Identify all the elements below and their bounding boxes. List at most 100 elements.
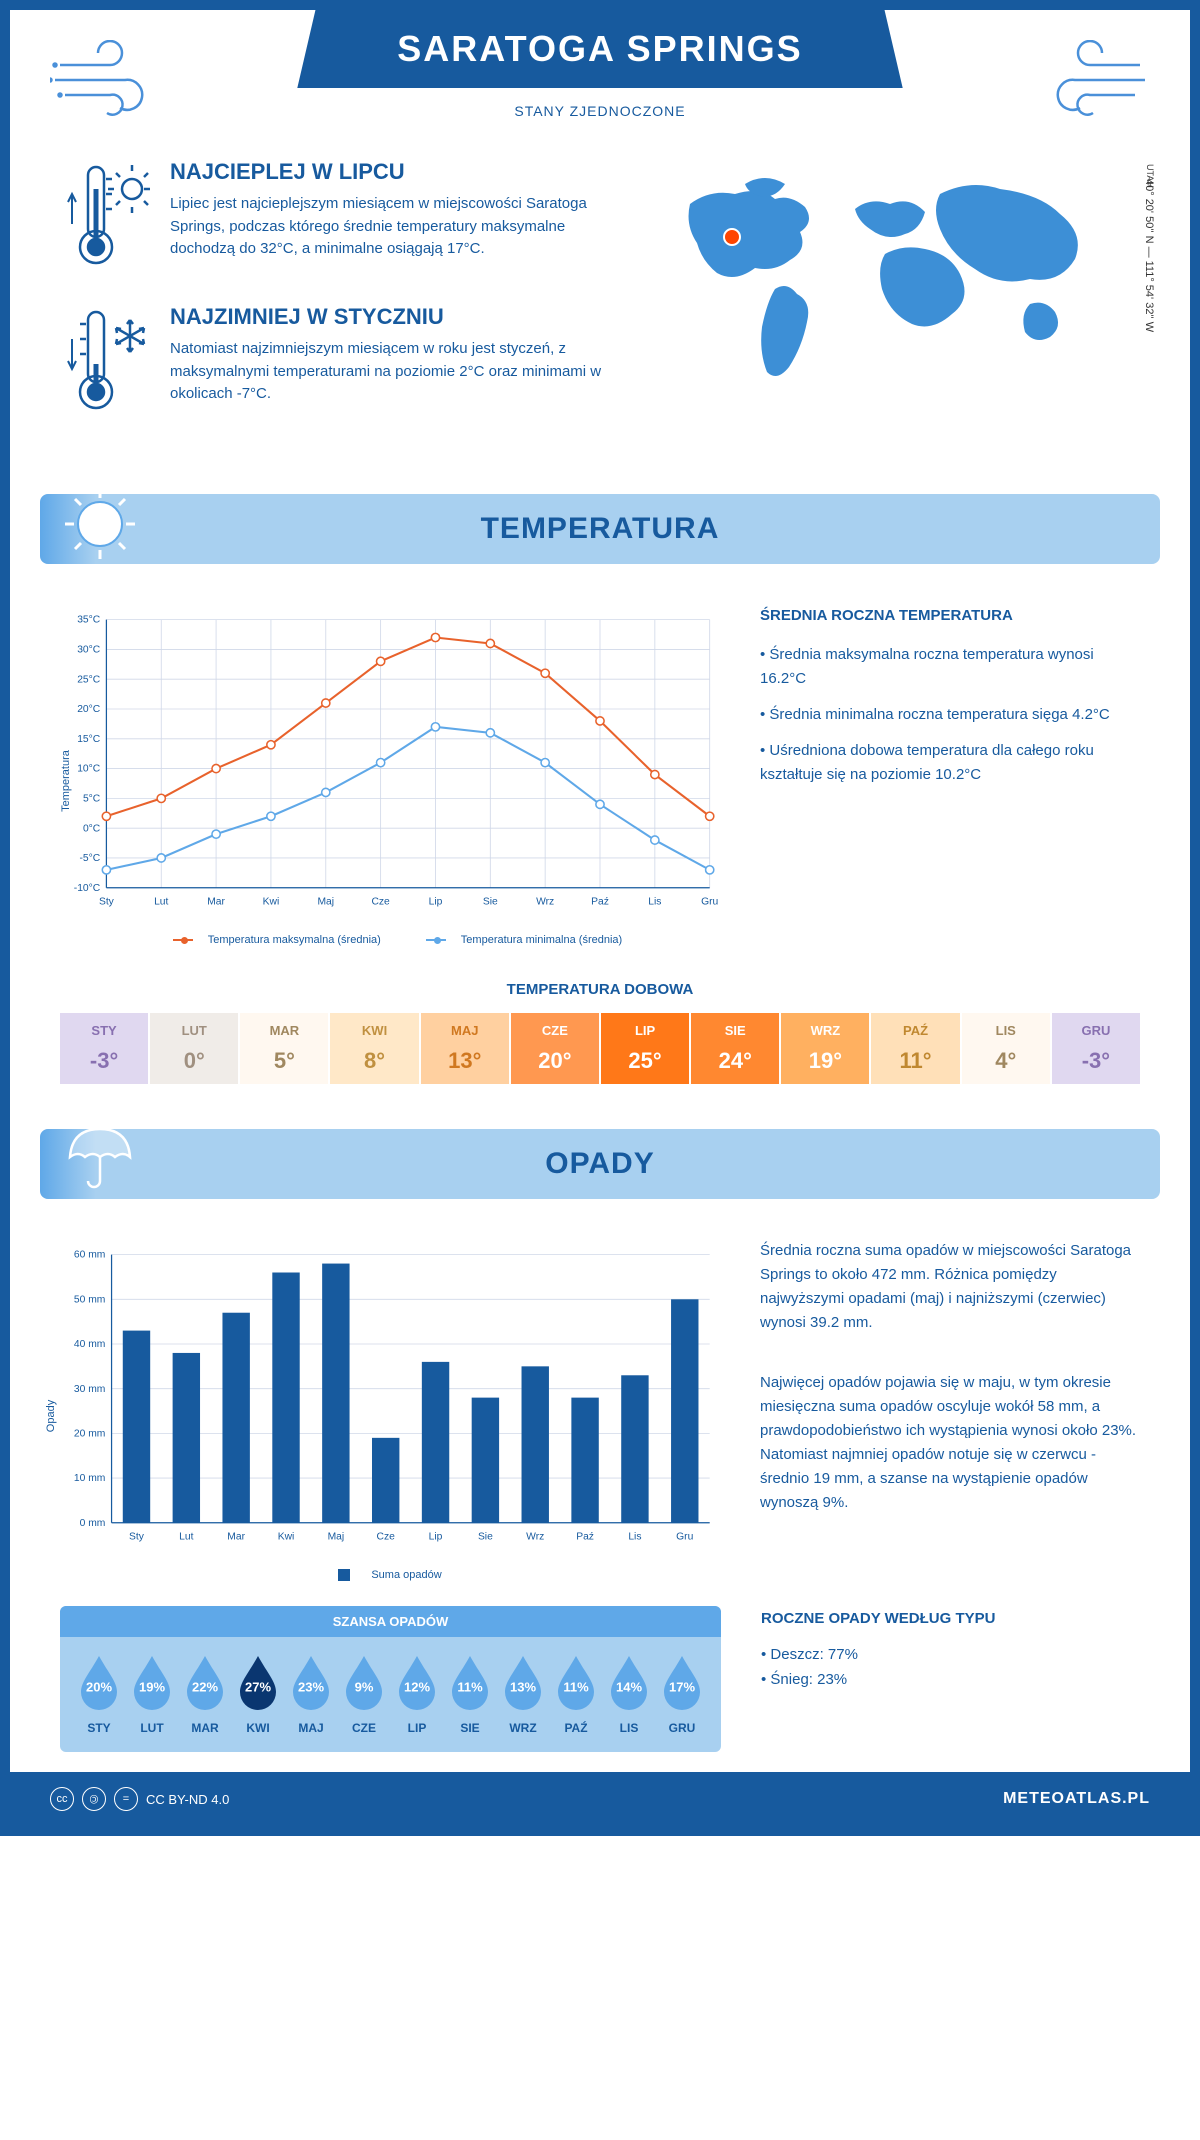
precipitation-summary: Średnia roczna suma opadów w miejscowośc… bbox=[760, 1239, 1140, 1581]
raindrop-icon: 20% bbox=[75, 1652, 123, 1715]
rain-drop-cell: 14% LIS bbox=[605, 1652, 653, 1735]
svg-text:Paź: Paź bbox=[576, 1531, 594, 1542]
summary-bullet: • Średnia minimalna roczna temperatura s… bbox=[760, 703, 1140, 727]
svg-text:Mar: Mar bbox=[207, 896, 225, 907]
rain-chance-value: 22% bbox=[192, 1679, 218, 1694]
temp-cell-value: -3° bbox=[64, 1048, 144, 1074]
svg-text:Lut: Lut bbox=[154, 896, 168, 907]
coldest-title: NAJZIMNIEJ W STYCZNIU bbox=[170, 304, 620, 330]
svg-text:30 mm: 30 mm bbox=[74, 1384, 105, 1395]
rain-chance-month: STY bbox=[75, 1721, 123, 1735]
summary-bullet: • Średnia maksymalna roczna temperatura … bbox=[760, 643, 1140, 691]
temp-cell-value: 5° bbox=[244, 1048, 324, 1074]
temp-cell: CZE 20° bbox=[511, 1013, 599, 1084]
temp-cell-value: 19° bbox=[785, 1048, 865, 1074]
svg-text:Maj: Maj bbox=[317, 896, 334, 907]
svg-text:25°C: 25°C bbox=[77, 674, 101, 685]
temperature-section-header: TEMPERATURA bbox=[40, 494, 1160, 564]
temp-cell: KWI 8° bbox=[330, 1013, 418, 1084]
rain-chance-month: CZE bbox=[340, 1721, 388, 1735]
intro-section: NAJCIEPLEJ W LIPCU Lipiec jest najcieple… bbox=[10, 129, 1190, 479]
rain-chance-title: SZANSA OPADÓW bbox=[60, 1606, 721, 1637]
rain-chance-value: 14% bbox=[616, 1679, 642, 1694]
summary-title: ŚREDNIA ROCZNA TEMPERATURA bbox=[760, 604, 1140, 628]
rain-drop-cell: 17% GRU bbox=[658, 1652, 706, 1735]
summary-bullet: • Uśredniona dobowa temperatura dla całe… bbox=[760, 739, 1140, 787]
rain-drop-cell: 11% PAŹ bbox=[552, 1652, 600, 1735]
temp-cell-month: KWI bbox=[334, 1023, 414, 1038]
svg-text:Maj: Maj bbox=[328, 1531, 345, 1542]
temp-cell-month: PAŹ bbox=[875, 1023, 955, 1038]
svg-text:Gru: Gru bbox=[701, 896, 718, 907]
svg-text:Sie: Sie bbox=[483, 896, 498, 907]
temp-cell-month: MAR bbox=[244, 1023, 324, 1038]
svg-text:Cze: Cze bbox=[371, 896, 390, 907]
svg-text:0 mm: 0 mm bbox=[80, 1518, 106, 1529]
rain-chance-month: SIE bbox=[446, 1721, 494, 1735]
temp-cell: LIP 25° bbox=[601, 1013, 689, 1084]
temp-cell-value: 25° bbox=[605, 1048, 685, 1074]
temp-cell-value: 11° bbox=[875, 1048, 955, 1074]
rain-chance-month: KWI bbox=[234, 1721, 282, 1735]
svg-text:Cze: Cze bbox=[377, 1531, 396, 1542]
rain-drop-cell: 27% KWI bbox=[234, 1652, 282, 1735]
rain-chance-value: 11% bbox=[563, 1679, 588, 1694]
wind-icon bbox=[1030, 40, 1150, 125]
svg-text:-10°C: -10°C bbox=[74, 883, 101, 894]
svg-text:0°C: 0°C bbox=[83, 823, 101, 834]
sun-icon bbox=[60, 484, 140, 569]
temp-cell: WRZ 19° bbox=[781, 1013, 869, 1084]
temp-cell: STY -3° bbox=[60, 1013, 148, 1084]
precip-by-type: ROCZNE OPADY WEDŁUG TYPU • Deszcz: 77% •… bbox=[761, 1606, 1141, 1693]
raindrop-icon: 14% bbox=[605, 1652, 653, 1715]
svg-text:Sie: Sie bbox=[478, 1531, 493, 1542]
svg-text:Gru: Gru bbox=[676, 1531, 693, 1542]
header: SARATOGA SPRINGS STANY ZJEDNOCZONE bbox=[10, 10, 1190, 129]
rain-chance-value: 23% bbox=[298, 1679, 324, 1694]
rain-chance-month: WRZ bbox=[499, 1721, 547, 1735]
location-marker-icon bbox=[724, 229, 740, 245]
svg-text:-5°C: -5°C bbox=[80, 853, 101, 864]
rain-chance-panel: SZANSA OPADÓW 20% STY 19% LUT 22% MAR 27… bbox=[60, 1606, 721, 1752]
license-text: CC BY-ND 4.0 bbox=[146, 1792, 229, 1807]
rain-chance-value: 27% bbox=[245, 1679, 271, 1694]
temp-cell-month: SIE bbox=[695, 1023, 775, 1038]
temp-cell: MAJ 13° bbox=[421, 1013, 509, 1084]
precipitation-section-header: OPADY bbox=[40, 1129, 1160, 1199]
temp-cell: LIS 4° bbox=[962, 1013, 1050, 1084]
temp-cell-month: MAJ bbox=[425, 1023, 505, 1038]
rain-chance-value: 11% bbox=[457, 1679, 482, 1694]
precipitation-bar-chart: Opady 0 mm10 mm20 mm30 mm40 mm50 mm60 mm… bbox=[60, 1239, 720, 1581]
rain-chance-value: 17% bbox=[669, 1679, 695, 1694]
temperature-line-chart: Temperatura -10°C-5°C0°C5°C10°C15°C20°C2… bbox=[60, 604, 720, 946]
summary-text: Najwięcej opadów pojawia się w maju, w t… bbox=[760, 1371, 1140, 1515]
section-title: TEMPERATURA bbox=[481, 512, 720, 546]
coldest-text: Natomiast najzimniejszym miesiącem w rok… bbox=[170, 338, 620, 406]
chart-legend: Temperatura maksymalna (średnia)Temperat… bbox=[60, 934, 720, 946]
footer: cc 🄯 = CC BY-ND 4.0 METEOATLAS.PL bbox=[10, 1772, 1190, 1826]
svg-text:10°C: 10°C bbox=[77, 764, 101, 775]
rain-chance-month: LUT bbox=[128, 1721, 176, 1735]
rain-drop-cell: 20% STY bbox=[75, 1652, 123, 1735]
rain-drop-cell: 9% CZE bbox=[340, 1652, 388, 1735]
svg-text:Lis: Lis bbox=[628, 1531, 641, 1542]
svg-text:Kwi: Kwi bbox=[263, 896, 280, 907]
temperature-summary: ŚREDNIA ROCZNA TEMPERATURA • Średnia mak… bbox=[760, 604, 1140, 946]
legend-label: Suma opadów bbox=[371, 1569, 441, 1581]
rain-chance-value: 19% bbox=[139, 1679, 165, 1694]
by-type-bullet: • Śnieg: 23% bbox=[761, 1667, 1141, 1693]
nd-icon: = bbox=[114, 1787, 138, 1811]
temp-cell-month: STY bbox=[64, 1023, 144, 1038]
coldest-block: NAJZIMNIEJ W STYCZNIU Natomiast najzimni… bbox=[60, 304, 620, 419]
by-icon: 🄯 bbox=[82, 1787, 106, 1811]
svg-text:50 mm: 50 mm bbox=[74, 1294, 105, 1305]
rain-chance-value: 13% bbox=[510, 1679, 536, 1694]
rain-chance-month: MAR bbox=[181, 1721, 229, 1735]
temp-cell: MAR 5° bbox=[240, 1013, 328, 1084]
title-banner: SARATOGA SPRINGS bbox=[297, 10, 902, 88]
svg-text:20 mm: 20 mm bbox=[74, 1428, 105, 1439]
raindrop-icon: 17% bbox=[658, 1652, 706, 1715]
rain-drop-cell: 13% WRZ bbox=[499, 1652, 547, 1735]
raindrop-icon: 11% bbox=[552, 1652, 600, 1715]
svg-text:Lip: Lip bbox=[429, 896, 443, 907]
